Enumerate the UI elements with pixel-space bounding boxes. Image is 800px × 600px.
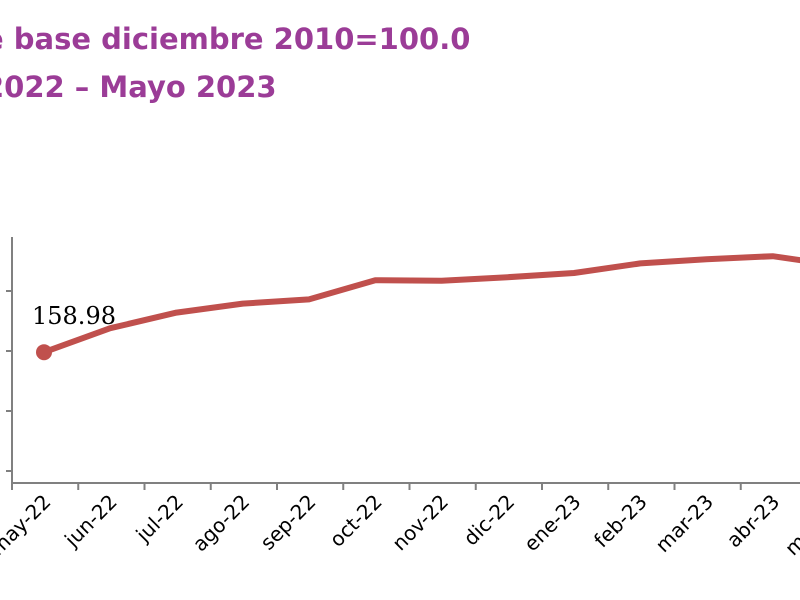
chart-title-line-2: 2022 – Mayo 2023 (0, 70, 277, 104)
chart-series (36, 253, 800, 361)
x-tick-label: feb-23 (589, 490, 652, 553)
x-tick-label: ago-22 (188, 490, 255, 557)
series-line (41, 253, 800, 356)
chart-title-line-1: e base diciembre 2010=100.0 (0, 22, 471, 56)
chart-axes (6, 237, 800, 490)
x-tick-label: mar-23 (651, 490, 718, 557)
x-tick-label: abr-23 (722, 490, 785, 553)
x-tick-label: jul-22 (130, 490, 188, 548)
x-tick-label: may-22 (0, 490, 56, 561)
x-tick-label: dic-22 (459, 490, 520, 551)
x-tick-label: oct-22 (325, 490, 387, 552)
x-tick-label: may-23 (780, 490, 800, 561)
data-point-marker (36, 344, 52, 361)
x-tick-label: sep-22 (255, 490, 320, 555)
x-tick-label: jun-22 (59, 490, 122, 553)
x-tick-label: ene-23 (519, 490, 585, 556)
data-label: 158.98 (32, 302, 116, 330)
x-tick-label: nov-22 (387, 490, 453, 556)
chart-labels: may-22 jun-22 jul-22 ago-22 sep-22 oct-22 nov-… (0, 302, 800, 561)
